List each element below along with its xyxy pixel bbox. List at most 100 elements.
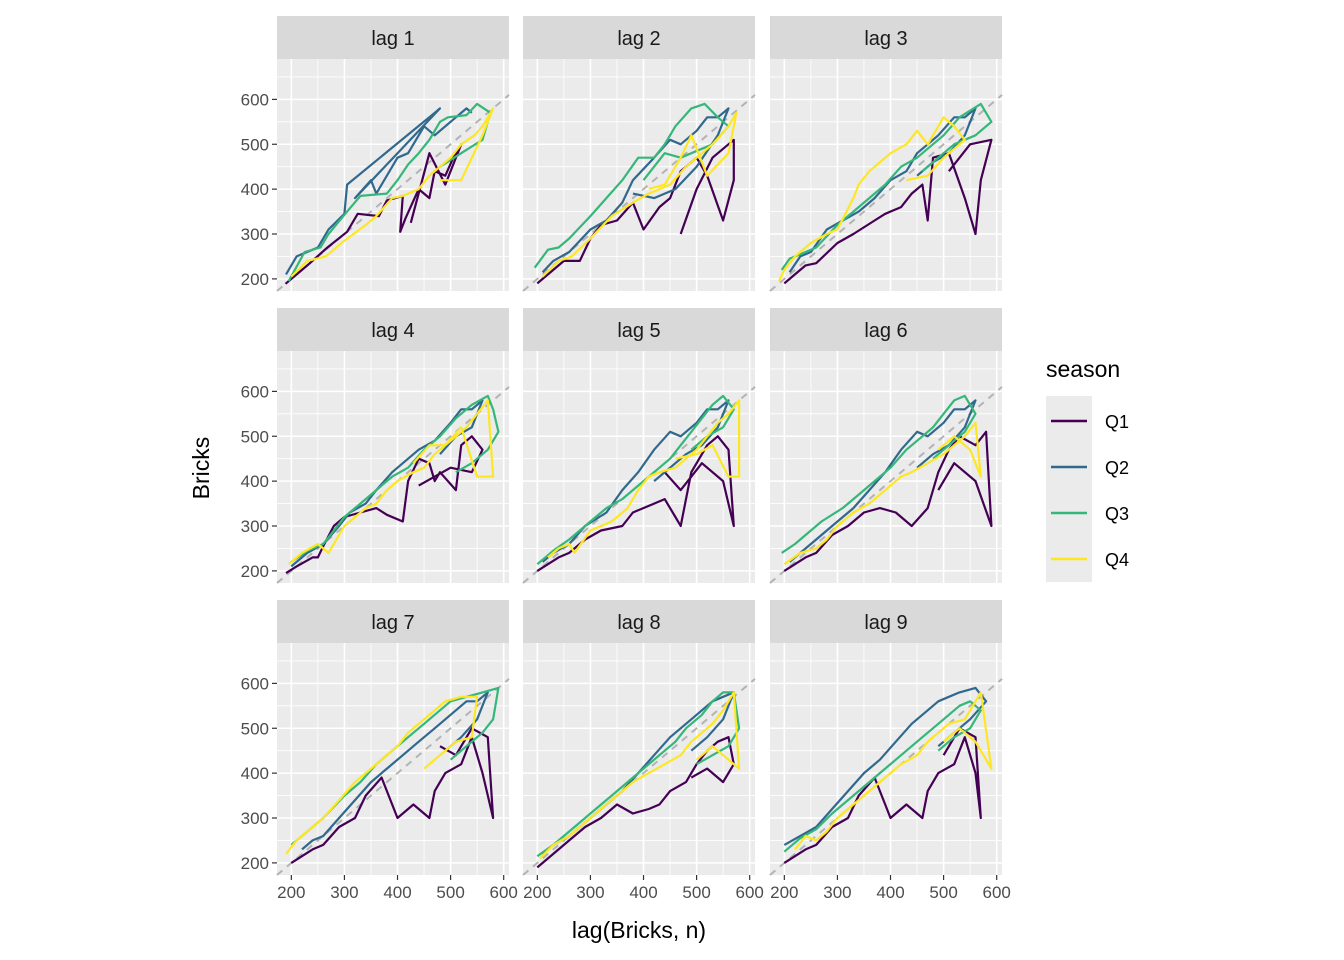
series-line-q4 [778, 116, 966, 282]
y-tick-label: 200 [241, 270, 269, 289]
series-line-q2 [788, 107, 977, 273]
series-line-q4 [285, 695, 479, 855]
legend-label: Q3 [1105, 504, 1129, 524]
legend-entry: Q1 [1051, 412, 1129, 432]
facet-strip [277, 16, 509, 59]
series-line-q2 [788, 399, 977, 563]
facet-strip [770, 308, 1002, 351]
series-group [533, 102, 738, 285]
y-tick-label: 300 [241, 809, 269, 828]
x-tick-label: 600 [983, 883, 1011, 902]
series-line-q3 [781, 394, 977, 554]
x-tick-label: 400 [876, 883, 904, 902]
reference-diagonal-line [769, 94, 1003, 292]
y-tick-label: 500 [241, 719, 269, 738]
legend-title: season [1046, 356, 1120, 382]
series-line-q1 [536, 435, 735, 572]
x-axis-title: lag(Bricks, n) [572, 917, 706, 943]
series-line-q3 [536, 394, 735, 566]
panel-background [277, 643, 509, 875]
y-tick-label: 400 [241, 180, 269, 199]
facet-strip [770, 16, 1002, 59]
y-tick-label: 200 [241, 854, 269, 873]
series-line-q4 [290, 107, 495, 278]
x-tick-label: 200 [277, 883, 305, 902]
x-tick-label: 300 [823, 883, 851, 902]
panel-background [523, 643, 755, 875]
reference-diagonal-line [522, 678, 756, 876]
series-line-q4 [287, 399, 495, 566]
reference-diagonal-line [769, 678, 1003, 876]
series-line-q2 [301, 691, 489, 851]
y-tick-label: 300 [241, 517, 269, 536]
y-tick-label: 500 [241, 135, 269, 154]
facet-panel: lag 9 200 300 400 500 600 [769, 600, 1011, 902]
facet-strip [523, 308, 755, 351]
x-tick-label: 500 [929, 883, 957, 902]
panel-background [277, 59, 509, 291]
legend-label: Q1 [1105, 412, 1129, 432]
facet-strip-label: lag 5 [617, 320, 660, 342]
y-axis-title: Bricks [188, 437, 214, 500]
y-tick-label: 400 [241, 472, 269, 491]
facet-panel: lag 1 200 300 400 500 600 [241, 16, 510, 292]
y-tick-label: 600 [241, 382, 269, 401]
facet-panel: lag 2 [522, 16, 756, 292]
facet-panel: lag 5 [522, 308, 756, 584]
reference-diagonal-line [276, 94, 510, 292]
series-line-q1 [783, 138, 993, 285]
facet-strip [770, 600, 1002, 643]
reference-diagonal-line [522, 94, 756, 292]
facet-panel: lag 6 [769, 308, 1003, 584]
series-group [783, 686, 993, 864]
x-tick-label: 600 [490, 883, 518, 902]
x-tick-label: 200 [770, 883, 798, 902]
facet-panels: lag 1 200 300 400 500 600 lag 2 lag 3 lag 4 200 30… [241, 16, 1011, 902]
series-group [284, 102, 495, 285]
series-line-q1 [783, 430, 993, 572]
series-group [536, 691, 741, 869]
facet-strip-label: lag 8 [617, 612, 660, 634]
series-group [536, 394, 741, 572]
facet-panel: lag 8 200 300 400 500 600 [522, 600, 764, 902]
y-tick-label: 300 [241, 225, 269, 244]
series-line-q1 [783, 727, 982, 864]
y-tick-label: 500 [241, 427, 269, 446]
reference-diagonal-line [276, 678, 510, 876]
legend: season Q1 Q2 Q3 Q4 [1046, 356, 1129, 582]
x-tick-label: 600 [736, 883, 764, 902]
series-line-q4 [539, 691, 741, 860]
legend-label: Q2 [1105, 458, 1129, 478]
y-tick-label: 600 [241, 674, 269, 693]
x-tick-label: 400 [629, 883, 657, 902]
legend-entry: Q2 [1051, 458, 1129, 478]
reference-diagonal-line [276, 386, 510, 584]
series-group [285, 686, 500, 864]
series-line-q3 [780, 102, 993, 271]
legend-label: Q4 [1105, 550, 1129, 570]
series-line-q2 [541, 107, 730, 273]
series-line-q3 [290, 394, 500, 563]
facet-strip-label: lag 9 [864, 612, 907, 634]
x-tick-label: 200 [523, 883, 551, 902]
x-tick-label: 300 [330, 883, 358, 902]
series-group [781, 394, 993, 572]
facet-strip-label: lag 3 [864, 28, 907, 50]
y-tick-label: 400 [241, 764, 269, 783]
legend-entry: Q4 [1051, 550, 1129, 570]
series-line-q4 [794, 691, 993, 851]
series-group [285, 394, 500, 575]
x-tick-label: 400 [383, 883, 411, 902]
facet-strip [523, 600, 755, 643]
series-line-q4 [541, 111, 738, 278]
legend-entries: Q1 Q2 Q3 Q4 [1051, 412, 1129, 570]
facet-strip-label: lag 7 [371, 612, 414, 634]
facet-strip [277, 600, 509, 643]
series-line-q1 [285, 435, 484, 575]
series-group [778, 102, 993, 285]
y-tick-label: 600 [241, 90, 269, 109]
facet-strip-label: lag 1 [371, 28, 414, 50]
facet-strip-label: lag 4 [371, 320, 414, 342]
reference-diagonal-line [522, 386, 756, 584]
legend-key-background [1046, 396, 1092, 582]
